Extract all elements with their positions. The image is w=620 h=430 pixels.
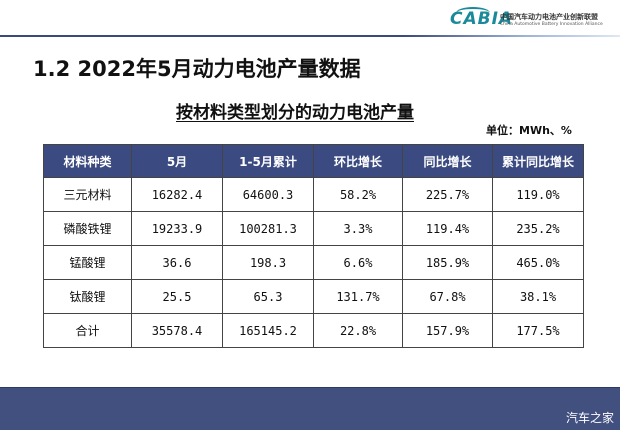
table-row: 磷酸铁锂 19233.9 100281.3 3.3% 119.4% 235.2% [43, 211, 584, 246]
cell-yoy: 225.7% [402, 177, 493, 212]
footer-bar: 汽车之家 [0, 387, 620, 430]
cell-may: 16282.4 [131, 177, 223, 212]
col-header-ytd-yoy: 累计同比增长 [492, 144, 584, 178]
logo-cn-text: 中国汽车动力电池产业创新联盟 [500, 13, 598, 21]
col-header-mom: 环比增长 [313, 144, 403, 178]
cell-ytd-yoy: 177.5% [492, 313, 584, 348]
cell-may: 19233.9 [131, 211, 223, 246]
col-header-ytd: 1-5月累计 [222, 144, 314, 178]
cell-ytd: 64600.3 [222, 177, 314, 212]
table-row-total: 合计 35578.4 165145.2 22.8% 157.9% 177.5% [43, 313, 584, 348]
cell-may: 35578.4 [131, 313, 223, 348]
cell-material: 磷酸铁锂 [43, 211, 132, 246]
cell-ytd-yoy: 235.2% [492, 211, 584, 246]
cell-ytd-yoy: 465.0% [492, 245, 584, 280]
cell-ytd: 198.3 [222, 245, 314, 280]
cell-may: 36.6 [131, 245, 223, 280]
cell-yoy: 185.9% [402, 245, 493, 280]
cabia-logo: CABIA 中国汽车动力电池产业创新联盟 China Automotive Ba… [450, 7, 620, 33]
cell-yoy: 119.4% [402, 211, 493, 246]
col-header-material: 材料种类 [43, 144, 132, 178]
watermark: 汽车之家 [565, 411, 614, 425]
cell-ytd: 100281.3 [222, 211, 314, 246]
cell-material: 锰酸锂 [43, 245, 132, 280]
table-title: 按材料类型划分的动力电池产量 [176, 103, 414, 123]
unit-label: 单位：MWh、% [486, 124, 572, 137]
cell-yoy: 157.9% [402, 313, 493, 348]
logo-en-text: China Automotive Battery Innovation Alli… [500, 22, 603, 27]
cell-ytd: 65.3 [222, 279, 314, 314]
section-title: 1.2 2022年5月动力电池产量数据 [33, 57, 361, 81]
col-header-may: 5月 [131, 144, 223, 178]
cell-ytd-yoy: 38.1% [492, 279, 584, 314]
table-row: 三元材料 16282.4 64600.3 58.2% 225.7% 119.0% [43, 177, 584, 212]
cell-mom: 6.6% [313, 245, 403, 280]
header-divider [0, 35, 620, 37]
cell-ytd: 165145.2 [222, 313, 314, 348]
logo-mark: CABIA [450, 9, 514, 29]
cell-ytd-yoy: 119.0% [492, 177, 584, 212]
cell-mom: 131.7% [313, 279, 403, 314]
col-header-yoy: 同比增长 [402, 144, 493, 178]
cell-may: 25.5 [131, 279, 223, 314]
production-table: 材料种类 5月 1-5月累计 环比增长 同比增长 累计同比增长 三元材料 162… [43, 144, 584, 348]
table-row: 钛酸锂 25.5 65.3 131.7% 67.8% 38.1% [43, 279, 584, 314]
cell-yoy: 67.8% [402, 279, 493, 314]
cell-mom: 3.3% [313, 211, 403, 246]
table-header-row: 材料种类 5月 1-5月累计 环比增长 同比增长 累计同比增长 [43, 144, 584, 178]
table-row: 锰酸锂 36.6 198.3 6.6% 185.9% 465.0% [43, 245, 584, 280]
cell-material: 合计 [43, 313, 132, 348]
logo-arc-icon [456, 7, 490, 19]
cell-material: 钛酸锂 [43, 279, 132, 314]
cell-mom: 58.2% [313, 177, 403, 212]
cell-material: 三元材料 [43, 177, 132, 212]
cell-mom: 22.8% [313, 313, 403, 348]
